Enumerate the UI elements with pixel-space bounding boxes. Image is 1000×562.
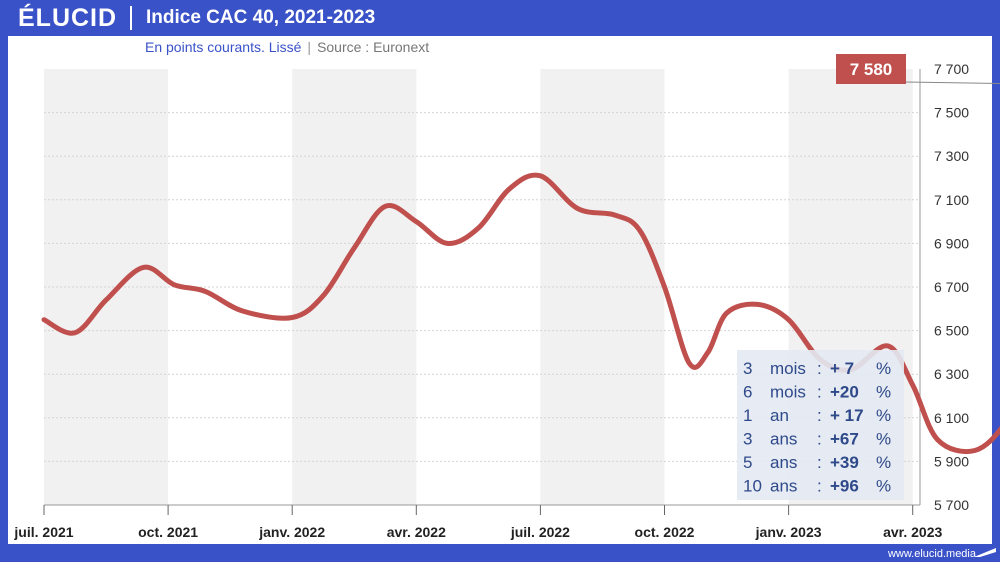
- brand-logo: ÉLUCID: [18, 4, 118, 32]
- stats-unit: %: [876, 406, 891, 425]
- y-tick-label: 7 300: [934, 148, 969, 164]
- last-value-label: 7 580: [850, 60, 893, 79]
- x-tick-label: avr. 2023: [883, 524, 942, 540]
- x-tick-label: juil. 2022: [510, 524, 570, 540]
- y-tick-label: 7 500: [934, 105, 969, 121]
- x-tick-label: janv. 2022: [258, 524, 325, 540]
- stats-unit: %: [876, 477, 891, 496]
- y-tick-label: 7 100: [934, 192, 969, 208]
- stats-value: + 7: [830, 359, 854, 378]
- x-tick-label: oct. 2021: [138, 524, 198, 540]
- x-tick-label: janv. 2023: [755, 524, 822, 540]
- stats-period-unit: ans: [770, 477, 797, 496]
- y-tick-label: 6 900: [934, 235, 969, 251]
- stats-row: 3 mois: + 7%: [743, 359, 891, 378]
- stats-period-number: 6: [743, 383, 752, 402]
- stats-row: 5 ans: +39%: [743, 453, 891, 472]
- stats-value: +39: [830, 453, 859, 472]
- chart-subtitle: En points courants. Lissé | Source : Euron…: [145, 39, 429, 55]
- stats-separator: :: [817, 477, 822, 496]
- stats-value: +96: [830, 477, 859, 496]
- y-tick-label: 5 900: [934, 453, 969, 469]
- subtitle-separator: |: [307, 39, 312, 55]
- stats-value: +67: [830, 430, 859, 449]
- stats-box: [737, 350, 904, 500]
- stats-period-number: 3: [743, 430, 752, 449]
- last-value-box: [836, 54, 906, 84]
- stats-row: 3 ans: +67%: [743, 430, 891, 449]
- stats-value: + 17: [830, 406, 864, 425]
- stats-unit: %: [876, 453, 891, 472]
- x-tick-label: juil. 2021: [13, 524, 73, 540]
- stats-period-unit: ans: [770, 430, 797, 449]
- stats-value: +20: [830, 383, 859, 402]
- y-tick-label: 6 700: [934, 279, 969, 295]
- stats-separator: :: [817, 383, 822, 402]
- stats-period-number: 5: [743, 453, 752, 472]
- stats-period-number: 3: [743, 359, 752, 378]
- y-tick-label: 5 700: [934, 497, 969, 513]
- swoosh-icon: [974, 548, 996, 557]
- x-tick-label: oct. 2022: [635, 524, 695, 540]
- stats-row: 1 an: + 17%: [743, 406, 891, 425]
- y-tick-label: 6 300: [934, 366, 969, 382]
- footer-url[interactable]: www.elucid.media: [887, 548, 976, 560]
- subtitle-source: Source : Euronext: [317, 39, 430, 55]
- x-tick-label: avr. 2022: [387, 524, 446, 540]
- stats-separator: :: [817, 453, 822, 472]
- stats-period-unit: an: [770, 406, 789, 425]
- stats-period-unit: ans: [770, 453, 797, 472]
- stats-period-unit: mois: [770, 383, 806, 402]
- stats-unit: %: [876, 383, 891, 402]
- stats-separator: :: [817, 359, 822, 378]
- stats-period-unit: mois: [770, 359, 806, 378]
- stats-period-number: 1: [743, 406, 752, 425]
- stats-row: 6 mois: +20%: [743, 383, 891, 402]
- header-divider: [130, 6, 132, 30]
- stats-separator: :: [817, 406, 822, 425]
- stats-unit: %: [876, 430, 891, 449]
- chart-title: Indice CAC 40, 2021-2023: [146, 7, 376, 28]
- y-tick-label: 7 700: [934, 61, 969, 77]
- y-tick-label: 6 500: [934, 323, 969, 339]
- subtitle-main: En points courants. Lissé: [145, 39, 302, 55]
- stats-separator: :: [817, 430, 822, 449]
- header-bar: ÉLUCID Indice CAC 40, 2021-2023: [0, 0, 1000, 36]
- stats-row: 10 ans: +96%: [743, 477, 891, 496]
- y-tick-label: 6 100: [934, 410, 969, 426]
- stats-period-number: 10: [743, 477, 762, 496]
- stats-unit: %: [876, 359, 891, 378]
